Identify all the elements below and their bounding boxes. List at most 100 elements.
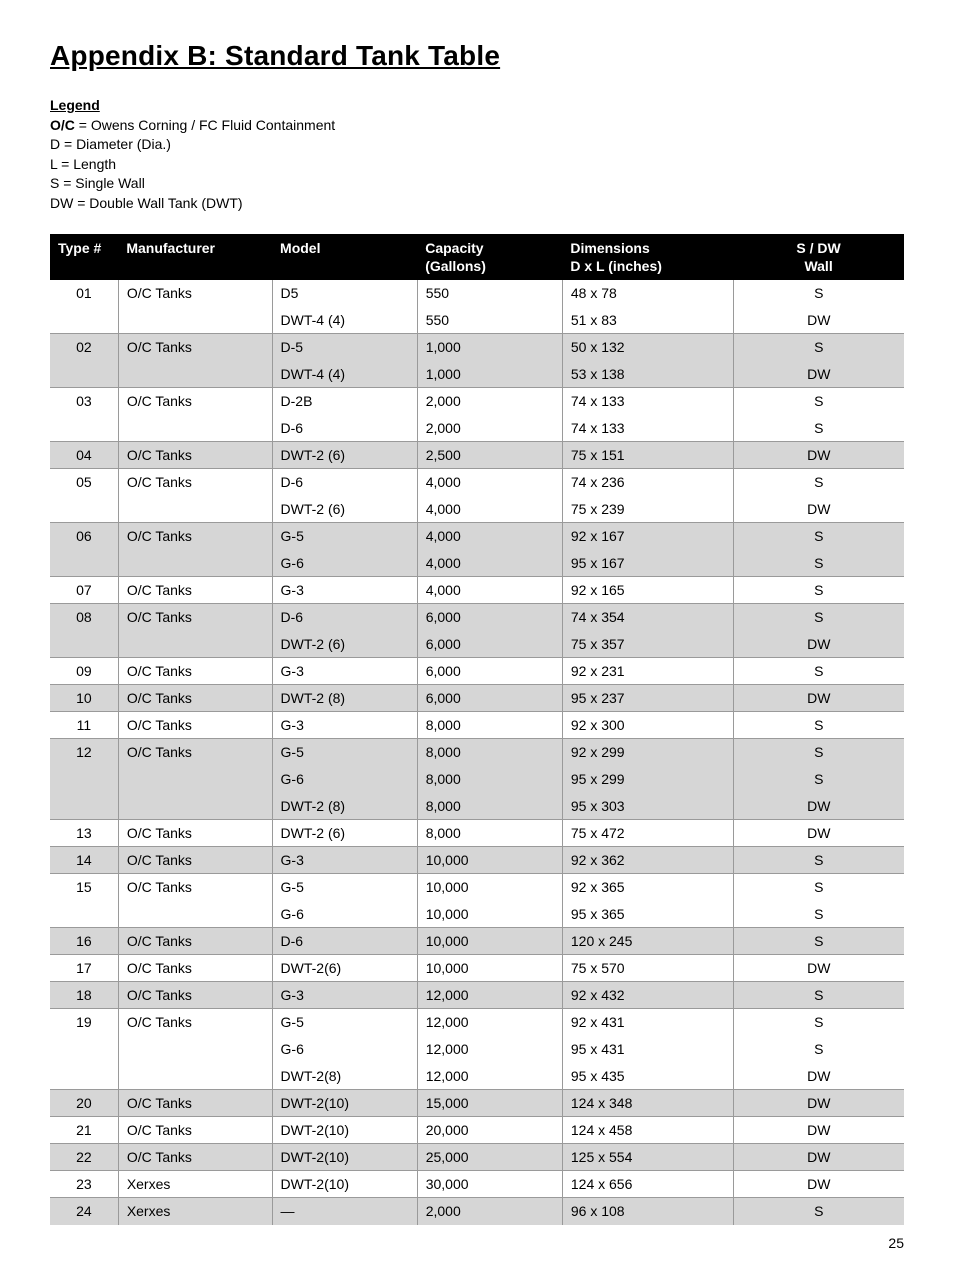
cell-type: 16 <box>50 928 118 955</box>
cell-model: DWT-4 (4) <box>272 361 417 388</box>
table-row: DWT-2 (6)6,00075 x 357DW <box>50 631 904 658</box>
cell-model: G-3 <box>272 982 417 1009</box>
table-row: 21O/C TanksDWT-2(10)20,000124 x 458DW <box>50 1117 904 1144</box>
cell-capacity: 10,000 <box>417 874 562 901</box>
table-row: G-612,00095 x 431S <box>50 1036 904 1063</box>
cell-model: G-3 <box>272 712 417 739</box>
cell-dimensions: 48 x 78 <box>562 280 733 307</box>
cell-type: 09 <box>50 658 118 685</box>
col-dimensions: Dimensions D x L (inches) <box>562 234 733 280</box>
cell-type: 04 <box>50 442 118 469</box>
cell-capacity: 30,000 <box>417 1171 562 1198</box>
cell-dimensions: 92 x 300 <box>562 712 733 739</box>
cell-capacity: 8,000 <box>417 712 562 739</box>
cell-capacity: 6,000 <box>417 658 562 685</box>
cell-dimensions: 75 x 570 <box>562 955 733 982</box>
cell-manufacturer: O/C Tanks <box>118 523 272 550</box>
table-header-row: Type # Manufacturer Model Capacity (Gall… <box>50 234 904 280</box>
cell-type: 15 <box>50 874 118 901</box>
cell-manufacturer <box>118 550 272 577</box>
cell-type: 12 <box>50 739 118 766</box>
cell-type: 21 <box>50 1117 118 1144</box>
cell-capacity: 6,000 <box>417 685 562 712</box>
cell-model: — <box>272 1198 417 1225</box>
cell-model: D-6 <box>272 928 417 955</box>
cell-wall: S <box>733 1009 904 1036</box>
cell-dimensions: 92 x 167 <box>562 523 733 550</box>
cell-type <box>50 307 118 334</box>
table-row: 20O/C TanksDWT-2(10)15,000124 x 348DW <box>50 1090 904 1117</box>
cell-capacity: 25,000 <box>417 1144 562 1171</box>
cell-capacity: 10,000 <box>417 901 562 928</box>
cell-manufacturer: O/C Tanks <box>118 847 272 874</box>
cell-dimensions: 92 x 431 <box>562 1009 733 1036</box>
cell-wall: S <box>733 658 904 685</box>
cell-capacity: 4,000 <box>417 577 562 604</box>
table-row: 23XerxesDWT-2(10)30,000124 x 656DW <box>50 1171 904 1198</box>
page-title: Appendix B: Standard Tank Table <box>50 40 904 72</box>
cell-wall: DW <box>733 1090 904 1117</box>
cell-type: 13 <box>50 820 118 847</box>
cell-wall: S <box>733 901 904 928</box>
cell-capacity: 12,000 <box>417 1036 562 1063</box>
cell-model: D-5 <box>272 334 417 361</box>
table-row: 22O/C TanksDWT-2(10)25,000125 x 554DW <box>50 1144 904 1171</box>
tank-table: Type # Manufacturer Model Capacity (Gall… <box>50 234 904 1225</box>
cell-wall: S <box>733 280 904 307</box>
cell-dimensions: 75 x 357 <box>562 631 733 658</box>
cell-model: DWT-2(10) <box>272 1144 417 1171</box>
cell-wall: DW <box>733 496 904 523</box>
cell-model: G-3 <box>272 847 417 874</box>
cell-model: DWT-2(8) <box>272 1063 417 1090</box>
cell-capacity: 8,000 <box>417 793 562 820</box>
cell-dimensions: 74 x 236 <box>562 469 733 496</box>
cell-type <box>50 496 118 523</box>
cell-dimensions: 95 x 303 <box>562 793 733 820</box>
table-row: 12O/C TanksG-58,00092 x 299S <box>50 739 904 766</box>
cell-manufacturer: O/C Tanks <box>118 1009 272 1036</box>
cell-manufacturer: O/C Tanks <box>118 280 272 307</box>
cell-model: G-5 <box>272 1009 417 1036</box>
cell-wall: S <box>733 469 904 496</box>
cell-manufacturer <box>118 496 272 523</box>
cell-capacity: 4,000 <box>417 523 562 550</box>
cell-capacity: 2,500 <box>417 442 562 469</box>
cell-dimensions: 74 x 133 <box>562 388 733 415</box>
cell-wall: S <box>733 928 904 955</box>
cell-dimensions: 74 x 133 <box>562 415 733 442</box>
table-row: D-62,00074 x 133S <box>50 415 904 442</box>
cell-wall: DW <box>733 793 904 820</box>
cell-wall: DW <box>733 1117 904 1144</box>
cell-wall: S <box>733 847 904 874</box>
cell-manufacturer <box>118 901 272 928</box>
cell-type: 11 <box>50 712 118 739</box>
cell-manufacturer: O/C Tanks <box>118 1117 272 1144</box>
cell-model: DWT-2 (6) <box>272 496 417 523</box>
cell-wall: S <box>733 523 904 550</box>
cell-wall: DW <box>733 361 904 388</box>
cell-wall: DW <box>733 1063 904 1090</box>
cell-model: DWT-2 (6) <box>272 631 417 658</box>
table-row: 04O/C TanksDWT-2 (6)2,50075 x 151DW <box>50 442 904 469</box>
page-number: 25 <box>50 1235 904 1251</box>
cell-capacity: 10,000 <box>417 928 562 955</box>
cell-manufacturer <box>118 1063 272 1090</box>
table-row: 18O/C TanksG-312,00092 x 432S <box>50 982 904 1009</box>
cell-manufacturer: O/C Tanks <box>118 1144 272 1171</box>
cell-model: G-6 <box>272 550 417 577</box>
cell-capacity: 10,000 <box>417 847 562 874</box>
cell-model: G-3 <box>272 658 417 685</box>
cell-dimensions: 124 x 656 <box>562 1171 733 1198</box>
cell-capacity: 6,000 <box>417 631 562 658</box>
cell-wall: DW <box>733 820 904 847</box>
cell-wall: S <box>733 739 904 766</box>
cell-dimensions: 75 x 239 <box>562 496 733 523</box>
cell-capacity: 550 <box>417 280 562 307</box>
col-model: Model <box>272 234 417 280</box>
cell-dimensions: 95 x 167 <box>562 550 733 577</box>
cell-manufacturer <box>118 766 272 793</box>
table-row: 16O/C TanksD-610,000120 x 245S <box>50 928 904 955</box>
cell-type: 20 <box>50 1090 118 1117</box>
cell-dimensions: 124 x 348 <box>562 1090 733 1117</box>
cell-model: G-5 <box>272 523 417 550</box>
